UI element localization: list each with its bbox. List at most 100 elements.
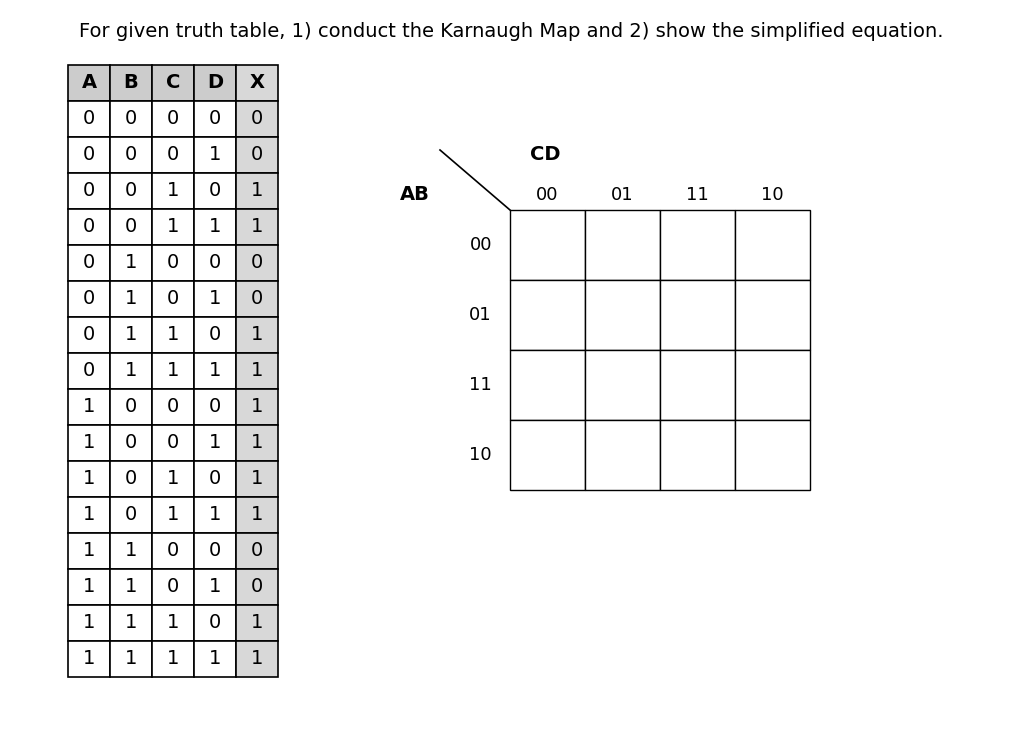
Text: 0: 0 [125, 398, 137, 416]
Bar [735, 420, 810, 490]
Text: 1: 1 [208, 218, 221, 236]
Text: 1: 1 [167, 469, 179, 489]
Text: 0: 0 [125, 506, 137, 525]
Bar [194, 245, 236, 281]
Bar [152, 389, 194, 425]
Text: 0: 0 [208, 613, 221, 632]
Text: AB: AB [401, 185, 430, 204]
Bar [110, 533, 152, 569]
Text: For given truth table, 1) conduct the Karnaugh Map and 2) show the simplified eq: For given truth table, 1) conduct the Ka… [79, 22, 943, 41]
Bar [735, 280, 810, 350]
Text: 1: 1 [125, 325, 137, 345]
Text: 0: 0 [250, 253, 263, 272]
Bar [236, 605, 278, 641]
Bar [152, 353, 194, 389]
Text: 0: 0 [250, 145, 263, 165]
Bar [510, 280, 585, 350]
Bar [68, 425, 110, 461]
Bar [194, 173, 236, 209]
Bar [194, 389, 236, 425]
Text: 01: 01 [469, 306, 492, 324]
Text: 1: 1 [250, 398, 264, 416]
Bar [110, 389, 152, 425]
Bar [236, 173, 278, 209]
Text: 1: 1 [208, 506, 221, 525]
Bar [110, 209, 152, 245]
Bar [236, 245, 278, 281]
Bar [194, 281, 236, 317]
Text: 0: 0 [125, 145, 137, 165]
Text: 10: 10 [469, 446, 492, 464]
Text: 11: 11 [469, 376, 492, 394]
Bar [110, 641, 152, 677]
Text: 0: 0 [167, 289, 179, 308]
Bar [152, 281, 194, 317]
Text: 1: 1 [125, 289, 137, 308]
Bar [236, 641, 278, 677]
Bar [236, 461, 278, 497]
Text: 0: 0 [250, 109, 263, 128]
Text: 0: 0 [83, 145, 95, 165]
Text: 0: 0 [167, 398, 179, 416]
Text: CD: CD [530, 145, 560, 164]
Text: 1: 1 [250, 218, 264, 236]
Text: 1: 1 [250, 613, 264, 632]
Text: 0: 0 [83, 218, 95, 236]
Bar [110, 101, 152, 137]
Text: 0: 0 [208, 109, 221, 128]
Text: 0: 0 [125, 469, 137, 489]
Text: 1: 1 [208, 145, 221, 165]
Text: 0: 0 [167, 253, 179, 272]
Text: 1: 1 [167, 218, 179, 236]
Bar [68, 569, 110, 605]
Text: 0: 0 [83, 253, 95, 272]
Bar [585, 350, 660, 420]
Bar [110, 353, 152, 389]
Text: 1: 1 [125, 362, 137, 381]
Text: 0: 0 [167, 145, 179, 165]
Text: 1: 1 [250, 506, 264, 525]
Bar [660, 350, 735, 420]
Text: 1: 1 [167, 182, 179, 201]
Text: 1: 1 [250, 469, 264, 489]
Text: X: X [249, 74, 265, 92]
Bar [152, 533, 194, 569]
Bar [68, 641, 110, 677]
Bar [194, 425, 236, 461]
Bar [194, 209, 236, 245]
Text: 0: 0 [125, 218, 137, 236]
Text: 0: 0 [125, 109, 137, 128]
Bar [68, 173, 110, 209]
Bar [194, 641, 236, 677]
Bar [194, 461, 236, 497]
Text: 0: 0 [125, 433, 137, 452]
Text: 0: 0 [250, 542, 263, 560]
Text: 1: 1 [208, 649, 221, 669]
Bar [152, 425, 194, 461]
Bar [236, 353, 278, 389]
Bar [236, 389, 278, 425]
Text: 1: 1 [83, 649, 95, 669]
Text: 1: 1 [250, 182, 264, 201]
Bar [735, 210, 810, 280]
Bar [194, 533, 236, 569]
Text: 1: 1 [83, 506, 95, 525]
Text: 0: 0 [208, 398, 221, 416]
Text: 1: 1 [83, 433, 95, 452]
Bar [194, 497, 236, 533]
Bar [194, 137, 236, 173]
Bar [110, 317, 152, 353]
Bar [236, 101, 278, 137]
Text: 1: 1 [83, 398, 95, 416]
Text: 00: 00 [537, 186, 559, 204]
Text: 1: 1 [125, 253, 137, 272]
Text: 1: 1 [83, 469, 95, 489]
Bar [660, 420, 735, 490]
Bar [68, 137, 110, 173]
Text: 1: 1 [167, 649, 179, 669]
Bar [110, 245, 152, 281]
Bar [110, 137, 152, 173]
Bar [68, 65, 110, 101]
Bar [194, 605, 236, 641]
Bar [152, 245, 194, 281]
